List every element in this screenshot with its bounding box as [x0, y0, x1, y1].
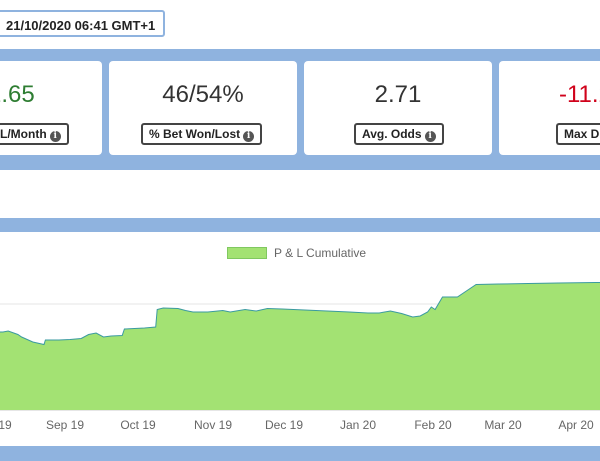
stat-value-bet-won-lost: 46/54% — [162, 81, 244, 108]
stat-label-pl-month-text: L/Month — [0, 127, 47, 141]
stat-card-avg-odds: 2.71 Avg. Odds i — [304, 61, 492, 155]
stat-card-max-drawdown: -11.2 Max D — [499, 61, 600, 155]
x-tick-label: Oct 19 — [120, 418, 156, 432]
bottom-band — [0, 446, 600, 461]
x-tick-label: Sep 19 — [46, 418, 84, 432]
stat-label-max-drawdown[interactable]: Max D — [556, 123, 600, 145]
last-updated-timestamp: 21/10/2020 06:41 GMT+1 — [0, 10, 166, 37]
x-tick-label: Feb 20 — [414, 418, 452, 432]
stat-label-avg-odds[interactable]: Avg. Odds i — [354, 123, 444, 145]
legend-label: P & L Cumulative — [274, 246, 367, 260]
stat-value-max-drawdown: -11.2 — [559, 81, 600, 108]
info-circle-icon[interactable]: i — [424, 131, 436, 142]
x-tick-label: Mar 20 — [484, 418, 522, 432]
stat-label-pl-month[interactable]: L/Month i — [0, 123, 69, 145]
stat-label-avg-odds-text: Avg. Odds — [362, 127, 422, 141]
stat-value-avg-odds: 2.71 — [374, 81, 422, 108]
chart-area-series — [0, 282, 600, 410]
chart-top-band — [0, 218, 600, 232]
series-line-pl-cumulative — [0, 282, 600, 346]
info-circle-icon[interactable]: i — [49, 131, 61, 142]
x-tick-label: Dec 19 — [265, 418, 303, 432]
x-tick-label: Nov 19 — [194, 418, 232, 432]
x-tick-label: 19 — [0, 418, 12, 432]
x-tick-label: Apr 20 — [558, 418, 594, 432]
chart-legend[interactable]: P & L Cumulative — [227, 245, 366, 261]
stat-label-bet-won-lost[interactable]: % Bet Won/Lost i — [141, 123, 263, 145]
pl-cumulative-chart[interactable]: 19 Sep 19 Oct 19 Nov 19 Dec 19 Jan 20 Feb 20 Ma… — [0, 232, 600, 446]
series-area-pl-cumulative — [0, 282, 600, 410]
stat-label-bet-won-lost-text: % Bet Won/Lost — [149, 127, 241, 141]
x-tick-label: Jan 20 — [340, 418, 376, 432]
chart-x-axis: 19 Sep 19 Oct 19 Nov 19 Dec 19 Jan 20 Feb 20 Ma… — [0, 418, 594, 432]
stat-value-pl-month: 2.65 — [0, 81, 35, 108]
info-circle-icon[interactable]: i — [243, 131, 255, 142]
stat-label-max-drawdown-text: Max D — [564, 127, 600, 141]
stat-card-bet-won-lost: 46/54% % Bet Won/Lost i — [109, 61, 297, 155]
legend-swatch — [227, 247, 267, 259]
